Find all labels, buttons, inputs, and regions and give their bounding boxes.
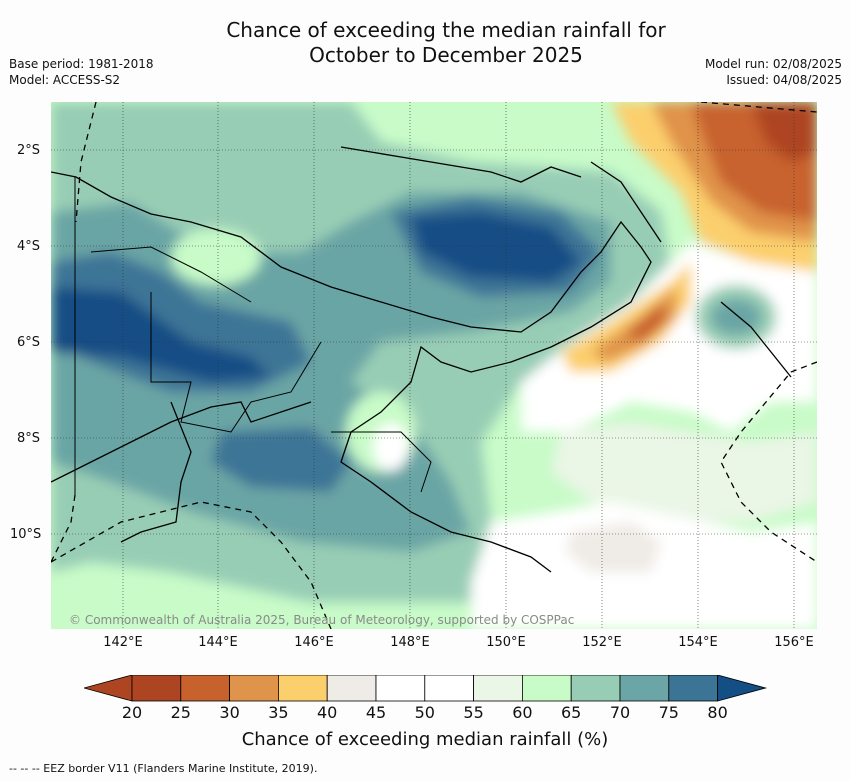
lon-label-156e: 156°E bbox=[774, 635, 814, 650]
colorbar-tick-label: 75 bbox=[658, 703, 679, 722]
lon-label-142e: 142°E bbox=[103, 635, 143, 650]
lon-label-144e: 144°E bbox=[198, 635, 238, 650]
region-30pct-tongue bbox=[591, 287, 676, 362]
map-title: Chance of exceeding the median rainfall … bbox=[0, 18, 850, 68]
lon-label-152e: 152°E bbox=[582, 635, 622, 650]
region-75pct-bougainville bbox=[711, 299, 761, 335]
lon-label-150e: 150°E bbox=[486, 635, 526, 650]
title-line-2: October to December 2025 bbox=[309, 43, 583, 67]
colorbar-segment bbox=[180, 674, 231, 702]
region-20pct-ne bbox=[751, 102, 817, 162]
lon-label-154e: 154°E bbox=[678, 635, 718, 650]
lat-label-8s: 8°S bbox=[17, 431, 41, 446]
colorbar-tick-label: 25 bbox=[170, 703, 191, 722]
colorbar-segment bbox=[668, 674, 718, 702]
copyright-notice: © Commonwealth of Australia 2025, Bureau… bbox=[69, 613, 575, 627]
colorbar-tick-label: 45 bbox=[365, 703, 387, 722]
region-25pct-tongue bbox=[626, 302, 666, 342]
title-line-1: Chance of exceeding the median rainfall … bbox=[226, 18, 666, 42]
colorbar-extend-low bbox=[82, 674, 133, 702]
region-80pct-c bbox=[211, 427, 351, 492]
lat-label-10s: 10°S bbox=[10, 527, 42, 542]
colorbar-label: Chance of exceeding median rainfall (%) bbox=[241, 729, 609, 750]
meta-right: Model run: 02/08/2025 Issued: 04/08/2025 bbox=[705, 56, 842, 88]
model-name: Model: ACCESS-S2 bbox=[9, 73, 121, 87]
colorbar-tick-label: 55 bbox=[463, 703, 484, 722]
model-run: Model run: 02/08/2025 bbox=[704, 57, 842, 71]
colorbar-segment bbox=[229, 674, 279, 702]
province-borders bbox=[74, 177, 432, 495]
lon-label-148e: 148°E bbox=[390, 635, 430, 650]
colorbar-tick-label: 70 bbox=[609, 703, 631, 722]
colorbar-tick-label: 50 bbox=[414, 703, 435, 722]
colorbar-segment bbox=[521, 674, 572, 702]
coastlines bbox=[51, 146, 792, 573]
colorbar-segment bbox=[375, 674, 426, 702]
colorbar-tick-label: 20 bbox=[121, 703, 143, 722]
colorbar-tick-label: 40 bbox=[317, 703, 338, 722]
colorbar-tick-label: 80 bbox=[707, 703, 728, 722]
colorbar-svg bbox=[82, 674, 768, 702]
colorbar-tick-label: 65 bbox=[561, 703, 582, 722]
region-65pct-highlands bbox=[171, 229, 261, 285]
colorbar-tick-label: 30 bbox=[219, 703, 240, 722]
lat-label-6s: 6°S bbox=[17, 335, 41, 350]
lat-label-2s: 2°S bbox=[17, 143, 41, 158]
base-period: Base period: 1981-2018 bbox=[9, 57, 154, 71]
map-svg bbox=[51, 102, 817, 629]
graticule bbox=[51, 102, 817, 629]
issued-date: Issued: 04/08/2025 bbox=[726, 73, 842, 87]
eez-footnote: -- -- -- EEZ border V11 (Flanders Marine… bbox=[9, 762, 318, 775]
region-35pct-tongue bbox=[561, 262, 691, 372]
colorbar-segment bbox=[326, 674, 377, 702]
colorbar-segment bbox=[473, 674, 523, 702]
meta-left: Base period: 1981-2018 Model: ACCESS-S2 bbox=[9, 56, 154, 88]
colorbar bbox=[82, 674, 768, 707]
colorbar-tick-label: 60 bbox=[512, 703, 533, 722]
colorbar-segment bbox=[570, 674, 621, 702]
lon-label-146e: 146°E bbox=[294, 635, 334, 650]
rainfall-map bbox=[51, 102, 817, 629]
eez-borders bbox=[51, 102, 817, 629]
region-45pct-south bbox=[566, 522, 661, 572]
colorbar-tick-label: 35 bbox=[268, 703, 289, 722]
colorbar-extend-high bbox=[717, 674, 768, 702]
region-50pct-central bbox=[373, 423, 409, 471]
lat-label-4s: 4°S bbox=[17, 239, 41, 254]
region-over80-a bbox=[51, 287, 271, 382]
colorbar-segment bbox=[619, 674, 670, 702]
region-55pct-east bbox=[551, 422, 817, 522]
colorbar-segment bbox=[131, 674, 182, 702]
colorbar-segment bbox=[424, 674, 474, 702]
region-over80-b bbox=[411, 212, 581, 282]
colorbar-segment bbox=[277, 674, 328, 702]
